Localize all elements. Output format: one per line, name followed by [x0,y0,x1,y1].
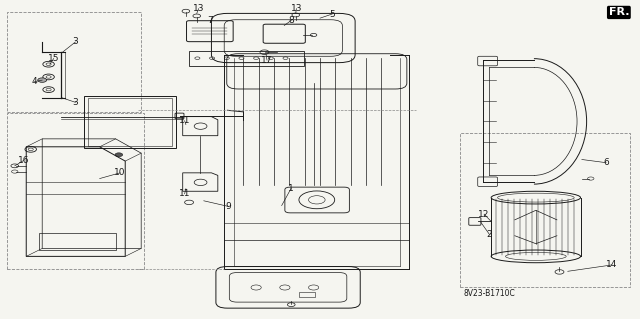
Circle shape [115,153,123,157]
Bar [88,98,172,146]
Text: 15: 15 [48,54,60,63]
Bar [461,132,630,286]
Text: 8V23-B1710C: 8V23-B1710C [464,289,515,298]
Text: 12: 12 [479,210,490,219]
Text: FR.: FR. [609,7,629,18]
Bar [84,96,176,148]
Text: 3: 3 [72,98,78,107]
Bar [299,292,315,297]
Text: 14: 14 [606,260,618,270]
Text: 13: 13 [291,4,302,13]
Bar [7,12,141,112]
Text: 1: 1 [289,184,294,193]
Text: 3: 3 [72,38,78,47]
Text: 10: 10 [115,168,126,177]
Circle shape [38,78,47,82]
Text: 11: 11 [179,116,190,125]
Text: 5: 5 [329,10,335,19]
Text: 11: 11 [179,189,190,198]
Text: 13: 13 [193,4,204,13]
Text: 8: 8 [289,16,294,25]
Text: 9: 9 [226,202,232,211]
Text: 4: 4 [32,77,37,86]
Bar [189,50,304,66]
Text: 17: 17 [261,56,273,64]
Text: 7: 7 [207,16,213,25]
Bar [7,114,145,269]
Text: 16: 16 [18,156,29,165]
Text: 6: 6 [604,158,609,167]
Bar [39,233,116,250]
Text: 2: 2 [486,230,492,239]
